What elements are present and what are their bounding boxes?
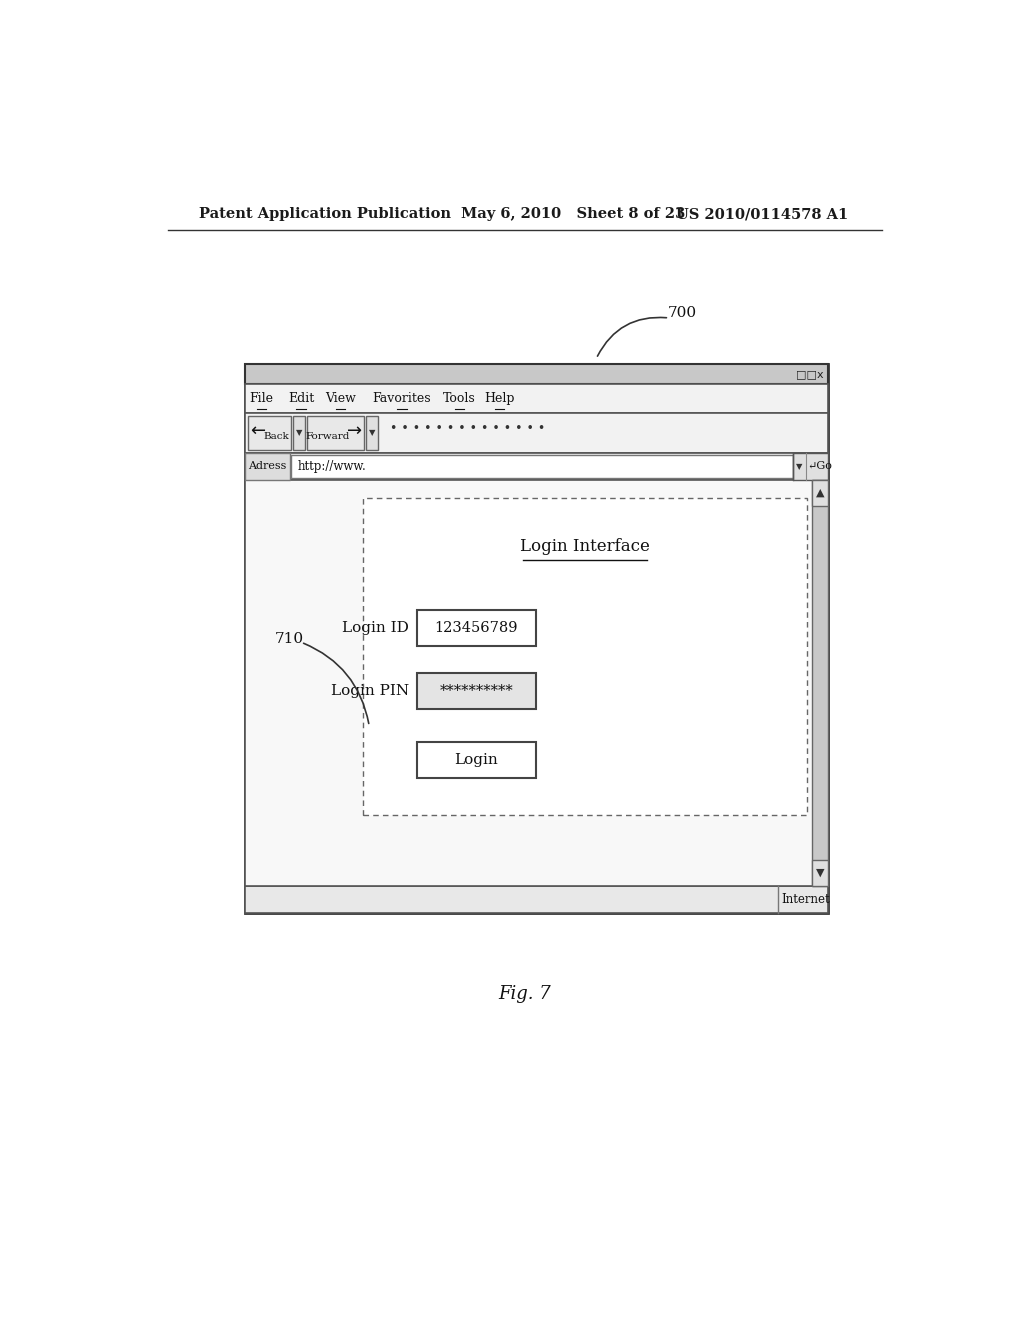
Bar — [246, 384, 828, 412]
Text: Login: Login — [455, 754, 499, 767]
Bar — [417, 742, 536, 779]
Text: • • • • • • • • • • • • • •: • • • • • • • • • • • • • • — [390, 422, 545, 436]
Text: Favorites: Favorites — [373, 392, 431, 405]
Text: ←: ← — [250, 422, 265, 440]
Text: Fig. 7: Fig. 7 — [499, 985, 551, 1003]
Text: ▼: ▼ — [296, 428, 302, 437]
Text: →: → — [347, 422, 362, 440]
Text: Forward: Forward — [306, 433, 350, 441]
Text: ▲: ▲ — [816, 488, 824, 498]
Text: 123456789: 123456789 — [434, 620, 518, 635]
Bar — [246, 364, 828, 384]
Bar — [812, 859, 828, 886]
Text: Patent Application Publication: Patent Application Publication — [200, 207, 452, 222]
Bar — [307, 416, 365, 450]
Bar — [812, 479, 828, 506]
Text: 710: 710 — [274, 632, 304, 647]
Bar — [362, 498, 807, 814]
Text: Login ID: Login ID — [342, 620, 409, 635]
Text: US 2010/0114578 A1: US 2010/0114578 A1 — [676, 207, 848, 222]
Bar — [246, 453, 290, 479]
Text: Help: Help — [484, 392, 515, 405]
Text: File: File — [249, 392, 273, 405]
Text: Tools: Tools — [443, 392, 476, 405]
Text: Login PIN: Login PIN — [331, 684, 409, 698]
Text: Back: Back — [263, 433, 289, 441]
Text: □□x: □□x — [796, 368, 823, 379]
Text: ▼: ▼ — [369, 428, 375, 437]
Bar — [293, 416, 305, 450]
Text: ▼: ▼ — [796, 462, 803, 471]
Text: May 6, 2010   Sheet 8 of 23: May 6, 2010 Sheet 8 of 23 — [461, 207, 685, 222]
Bar — [417, 673, 536, 709]
Bar — [246, 364, 828, 912]
Bar — [246, 413, 828, 453]
Text: Internet: Internet — [781, 892, 830, 906]
Bar — [793, 453, 828, 479]
Bar — [367, 416, 378, 450]
Bar — [812, 479, 828, 886]
Bar — [292, 455, 793, 478]
Text: View: View — [326, 392, 356, 405]
Text: **********: ********** — [439, 684, 513, 698]
Text: http://www.: http://www. — [298, 459, 367, 473]
Bar — [417, 610, 536, 647]
Text: Login Interface: Login Interface — [520, 539, 650, 556]
Text: Edit: Edit — [288, 392, 314, 405]
Bar — [246, 479, 828, 886]
Bar — [248, 416, 292, 450]
Text: Adress: Adress — [249, 462, 287, 471]
Text: 700: 700 — [668, 306, 696, 319]
Bar — [246, 886, 828, 912]
Text: ▼: ▼ — [816, 869, 824, 878]
Bar — [246, 453, 828, 479]
Text: ↵Go: ↵Go — [807, 462, 831, 471]
